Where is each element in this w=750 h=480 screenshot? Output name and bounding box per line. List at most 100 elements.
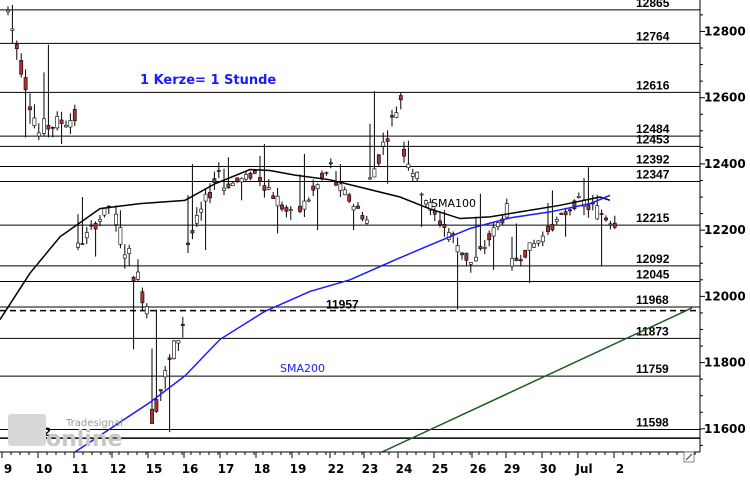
candle	[144, 303, 149, 319]
candle-body	[586, 204, 591, 210]
candle	[324, 171, 329, 176]
y-tick-label: 11600	[704, 422, 746, 436]
y-tick-label: 12600	[704, 91, 746, 105]
candle	[76, 214, 80, 251]
candle	[93, 221, 98, 257]
candle-body	[442, 223, 447, 228]
candle-body	[131, 276, 136, 281]
candle-body	[496, 222, 500, 227]
candle-body	[127, 248, 132, 254]
candle	[381, 132, 386, 155]
candle-body	[410, 173, 415, 177]
candle-body	[424, 200, 428, 205]
candle	[546, 203, 550, 236]
candle	[271, 191, 276, 199]
candle-body	[55, 116, 60, 129]
candle	[216, 162, 221, 179]
candle	[172, 339, 176, 360]
moving-averages	[0, 168, 611, 453]
x-tick-label: 26	[470, 462, 487, 476]
candle	[72, 104, 77, 127]
candle	[6, 6, 10, 16]
candle	[150, 348, 154, 424]
y-tick-label: 12200	[704, 223, 746, 237]
candle-body	[406, 163, 411, 168]
candle-body	[258, 177, 262, 182]
candle-body	[402, 148, 406, 157]
candle-body	[394, 112, 399, 118]
candle	[568, 208, 572, 216]
candle-body	[288, 209, 293, 211]
candle	[122, 244, 127, 269]
candle	[32, 104, 37, 129]
x-tick-label: 25	[432, 462, 449, 476]
candle-body	[550, 223, 555, 231]
candle-body	[28, 106, 32, 111]
candle-body	[280, 204, 284, 210]
candle-body	[275, 195, 280, 207]
x-tick-label: 9	[4, 462, 12, 476]
candle	[368, 123, 372, 180]
candle-body	[527, 242, 532, 251]
candle	[364, 215, 369, 225]
candle	[328, 158, 333, 169]
candle	[68, 113, 73, 135]
candle-body	[563, 211, 568, 216]
candle-body	[32, 117, 37, 126]
candle-body	[487, 233, 492, 241]
level-label: 11598	[636, 415, 669, 429]
candle	[163, 366, 168, 390]
candle-body	[76, 242, 80, 248]
candle	[351, 203, 356, 231]
candle	[203, 188, 208, 251]
sma100-line	[0, 168, 611, 320]
candle-body	[262, 185, 267, 191]
level-label: 12215	[636, 211, 670, 225]
candle-body	[376, 154, 381, 164]
x-tick-label: 18	[254, 462, 271, 476]
candle	[442, 210, 447, 237]
candle-body	[136, 271, 140, 280]
x-tick-label: 2	[616, 462, 624, 476]
x-tick-label: 23	[362, 462, 379, 476]
candle	[154, 309, 159, 413]
candle-body	[98, 219, 102, 222]
candle	[64, 120, 68, 128]
candle-body	[84, 232, 89, 239]
sma200-label: SMA200	[280, 362, 325, 375]
candle-body	[163, 370, 168, 378]
candle	[298, 174, 302, 214]
sma100-label: SMA100	[431, 197, 476, 210]
candle-body	[186, 242, 190, 245]
candle-body	[419, 193, 424, 196]
candle-body	[154, 399, 159, 412]
candle-body	[468, 262, 473, 265]
candle	[244, 171, 248, 181]
candle	[510, 236, 514, 271]
candle	[89, 220, 94, 230]
candle-body	[599, 213, 604, 215]
candle-body	[514, 257, 519, 261]
candle	[347, 192, 352, 203]
candle-body	[482, 247, 487, 249]
candle	[514, 223, 519, 262]
uptrend-line	[381, 307, 693, 453]
candle	[59, 111, 64, 145]
candle-body	[118, 227, 123, 245]
candle	[186, 195, 190, 253]
candle	[360, 211, 365, 222]
candle	[604, 215, 608, 222]
candle-body	[398, 95, 403, 101]
candle-body	[216, 170, 221, 172]
candle	[252, 170, 257, 175]
candle	[248, 171, 253, 181]
candle	[118, 210, 123, 249]
candle	[482, 239, 487, 255]
candle-body	[199, 208, 204, 213]
candle	[599, 209, 604, 267]
candle-body	[474, 256, 478, 262]
candle-body	[266, 187, 271, 190]
